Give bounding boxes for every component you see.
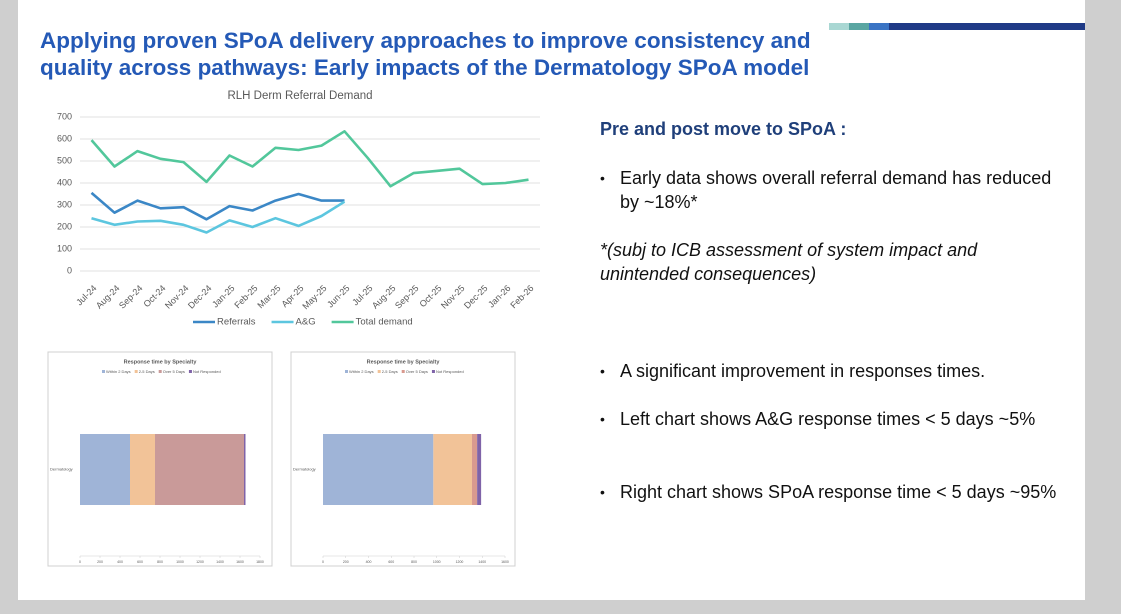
x-tick-label: Sep-24 bbox=[117, 283, 145, 311]
slide-title: quality across pathways: Early impacts o… bbox=[40, 55, 810, 80]
y-tick-label: 100 bbox=[57, 243, 72, 253]
bar-segment bbox=[433, 434, 473, 505]
x-tick-label: 800 bbox=[411, 560, 417, 564]
x-tick-label: Aug-24 bbox=[94, 283, 122, 311]
x-tick-label: 1200 bbox=[196, 560, 204, 564]
x-tick-label: 1200 bbox=[456, 560, 464, 564]
y-tick-label: 200 bbox=[57, 221, 72, 231]
x-tick-label: 400 bbox=[117, 560, 123, 564]
chart-title: Response time by Specialty bbox=[367, 359, 441, 365]
legend-swatch bbox=[431, 370, 435, 373]
x-tick-label: Jan-26 bbox=[486, 283, 513, 310]
x-tick-label: 600 bbox=[137, 560, 143, 564]
note: *(subj to ICB assessment of system impac… bbox=[600, 240, 978, 284]
x-tick-label: 600 bbox=[388, 560, 394, 564]
x-tick-label: Feb-25 bbox=[232, 283, 259, 310]
x-tick-label: 1000 bbox=[433, 560, 441, 564]
bullet: A significant improvement in responses t… bbox=[600, 359, 1060, 383]
x-tick-label: Feb-26 bbox=[508, 283, 535, 310]
category-label: Dermatology bbox=[50, 467, 73, 472]
x-tick-label: Nov-25 bbox=[439, 283, 467, 311]
y-tick-label: 600 bbox=[57, 133, 72, 143]
x-tick-label: 0 bbox=[322, 560, 324, 564]
bullet: Left chart shows A&G response times < 5 … bbox=[600, 407, 1060, 431]
legend-swatch bbox=[134, 370, 138, 373]
x-tick-label: 1400 bbox=[478, 560, 486, 564]
x-tick-label: 800 bbox=[157, 560, 163, 564]
legend-label: Within 2 Days bbox=[349, 369, 374, 374]
bar-segment bbox=[244, 434, 246, 505]
legend-label: Not Responded bbox=[193, 369, 221, 374]
legend-label: Within 2 Days bbox=[106, 369, 131, 374]
y-tick-label: 500 bbox=[57, 155, 72, 165]
line-series bbox=[90, 191, 345, 221]
y-tick-label: 400 bbox=[57, 177, 72, 187]
x-tick-label: Aug-25 bbox=[370, 283, 398, 311]
legend-label: Referrals bbox=[217, 317, 256, 328]
line-series bbox=[91, 200, 346, 234]
legend-label: Over 5 Days bbox=[163, 369, 185, 374]
x-tick-label: 0 bbox=[79, 560, 81, 564]
heading: Pre and post move to SPoA : bbox=[600, 119, 847, 139]
legend-label: 2-5 Days bbox=[139, 369, 155, 374]
y-tick-label: 0 bbox=[67, 265, 72, 275]
y-tick-label: 700 bbox=[57, 111, 72, 121]
x-tick-label: Jun-25 bbox=[325, 283, 352, 310]
x-tick-label: 1400 bbox=[216, 560, 224, 564]
x-tick-label: Dec-24 bbox=[186, 283, 214, 311]
x-tick-label: May-25 bbox=[300, 283, 328, 311]
bar-segment bbox=[472, 434, 478, 505]
x-tick-label: Sep-25 bbox=[393, 283, 421, 311]
slide-title: Applying proven SPoA delivery approaches… bbox=[40, 28, 811, 53]
legend-swatch bbox=[377, 370, 381, 373]
x-tick-label: Dec-25 bbox=[462, 283, 490, 311]
legend-swatch bbox=[345, 370, 348, 373]
bar-segment bbox=[323, 434, 434, 505]
x-tick-label: Nov-24 bbox=[163, 283, 191, 311]
line-series bbox=[90, 130, 529, 188]
legend-swatch bbox=[401, 370, 405, 373]
x-tick-label: 200 bbox=[97, 560, 103, 564]
chart-title: RLH Derm Referral Demand bbox=[227, 90, 372, 102]
bar-segment bbox=[80, 434, 130, 505]
legend-label: Not Responded bbox=[436, 369, 464, 374]
x-tick-label: 400 bbox=[366, 560, 372, 564]
x-tick-label: 1600 bbox=[501, 560, 509, 564]
x-tick-label: 1600 bbox=[236, 560, 244, 564]
x-tick-label: 1800 bbox=[256, 560, 264, 564]
legend-swatch bbox=[158, 370, 162, 373]
x-tick-label: 1000 bbox=[176, 560, 184, 564]
chart-title: Response time by Specialty bbox=[124, 359, 198, 365]
legend-label: Total demand bbox=[356, 317, 413, 328]
legend-swatch bbox=[188, 370, 192, 373]
bar-segment bbox=[155, 434, 244, 505]
legend-label: 2-5 Days bbox=[382, 369, 398, 374]
bar-segment bbox=[477, 434, 482, 505]
legend-swatch bbox=[102, 370, 105, 373]
legend-label: Over 5 Days bbox=[406, 369, 428, 374]
bullet: Early data shows overall referral demand… bbox=[600, 166, 1060, 214]
x-tick-label: 200 bbox=[343, 560, 349, 564]
bullet: Right chart shows SPoA response time < 5… bbox=[600, 480, 1060, 504]
bar-segment bbox=[130, 434, 155, 505]
y-tick-label: 300 bbox=[57, 199, 72, 209]
category-label: Dermatology bbox=[293, 467, 316, 472]
x-tick-label: Jan-25 bbox=[210, 283, 237, 310]
x-tick-label: Mar-25 bbox=[255, 283, 282, 310]
legend-label: A&G bbox=[296, 317, 316, 328]
